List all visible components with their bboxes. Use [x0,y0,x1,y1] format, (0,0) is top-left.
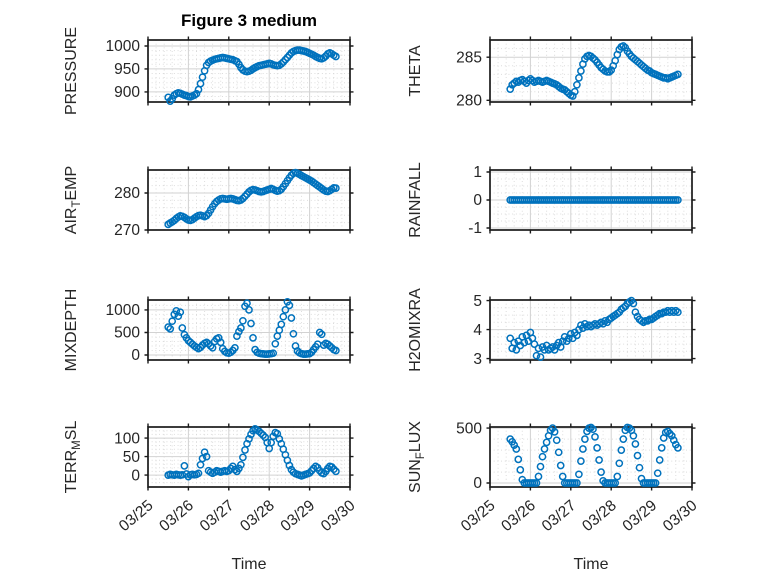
major-grid [490,170,692,230]
subplot-pressure: 900 950 1000 PRESSURE [63,27,354,115]
y-tick-label: -1 [468,220,482,237]
major-grid [148,40,350,102]
x-tick-label: 03/26 [156,497,197,535]
y-tick-label: 285 [456,49,482,66]
tick-marks [144,166,354,234]
tick-marks [144,296,354,364]
y-tick-label: 0 [473,475,482,492]
x-tick-label: 03/25 [116,497,157,535]
scatter-points [506,296,682,361]
x-axis-label-right: Time [573,556,609,573]
y-axis-label: THETA [407,45,424,97]
x-tick-label: 03/29 [278,497,319,535]
figure-title: Figure 3 medium [180,11,318,30]
x-tick-label: 03/30 [318,497,359,535]
minor-grid [490,40,692,102]
subplot-terr-msl: 050 100 TERRMSL 03/25 03/26 03/27 03/28 03/29 03… [63,421,359,535]
axes-frame [147,169,351,231]
major-grid [148,300,350,360]
tick-marks [144,36,354,106]
y-axis-label: AIRTEMP [63,166,83,234]
y-tick-label: 1000 [106,302,141,319]
scatter-points [164,297,340,358]
x-tick-label: 03/30 [660,497,701,535]
y-tick-label: 5 [473,293,482,310]
scatter-points [506,42,682,100]
subplot-rainfall: -1 0 1 RAINFALL [407,162,696,238]
y-tick-label: 280 [456,93,482,110]
y-tick-label: 0 [131,347,140,364]
y-tick-label: 4 [473,322,482,339]
minor-grid [148,40,350,102]
x-tick-label: 03/26 [498,497,539,535]
y-tick-label: 0 [131,467,140,484]
y-tick-label: 270 [114,222,140,239]
tick-marks [486,166,696,234]
x-tick-label: 03/25 [458,497,499,535]
tick-marks [144,423,354,491]
axes-frame [147,39,351,103]
y-tick-label: 500 [114,325,140,342]
scatter-points [164,425,340,481]
y-axis-label: RAINFALL [407,162,424,238]
y-tick-label: 1 [473,164,482,181]
tick-marks [486,423,696,491]
y-tick-label: 1000 [106,38,141,55]
major-grid [148,427,350,487]
x-tick-label: 03/28 [579,497,620,535]
tick-marks [486,296,696,364]
y-tick-label: 950 [114,61,140,78]
y-tick-label: 100 [114,430,140,447]
scatter-points [506,423,682,487]
y-tick-label: 50 [123,449,141,466]
y-axis-label: TERRMSL [63,421,83,494]
y-tick-label: 280 [114,185,140,202]
major-grid [490,427,692,487]
y-axis-label: PRESSURE [63,27,80,115]
y-tick-label: 3 [473,351,482,368]
subplot-mixdepth: 0 500 1000 MIXDEPTH [63,289,354,372]
scatter-points [506,196,682,204]
x-axis-label-left: Time [231,556,267,573]
x-tick-label: 03/29 [620,497,661,535]
subplot-h2omixra: 3 4 5 H2OMIXRA [407,288,696,372]
y-axis-label: SUNFLUX [407,421,427,493]
x-tick-label: 03/27 [539,497,580,535]
y-tick-label: 500 [456,420,482,437]
axes-frame [489,39,693,103]
y-tick-label: 0 [473,192,482,209]
subplot-air-temp: 270 280 AIRTEMP [63,166,354,239]
x-tick-label: 03/27 [197,497,238,535]
major-grid [490,40,692,102]
x-tick-label: 03/28 [237,497,278,535]
scatter-points [164,46,340,105]
minor-grid [148,170,350,230]
y-tick-label: 900 [114,84,140,101]
y-axis-label: H2OMIXRA [407,288,424,372]
y-axis-label: MIXDEPTH [63,289,80,372]
subplot-theta: 280 285 THETA [407,36,696,110]
tick-marks [486,36,696,106]
subplot-sun-flux: 0 500 SUNFLUX 03/25 03/26 03/27 03/28 03/29 03/3… [407,420,701,535]
scatter-points [164,168,340,229]
